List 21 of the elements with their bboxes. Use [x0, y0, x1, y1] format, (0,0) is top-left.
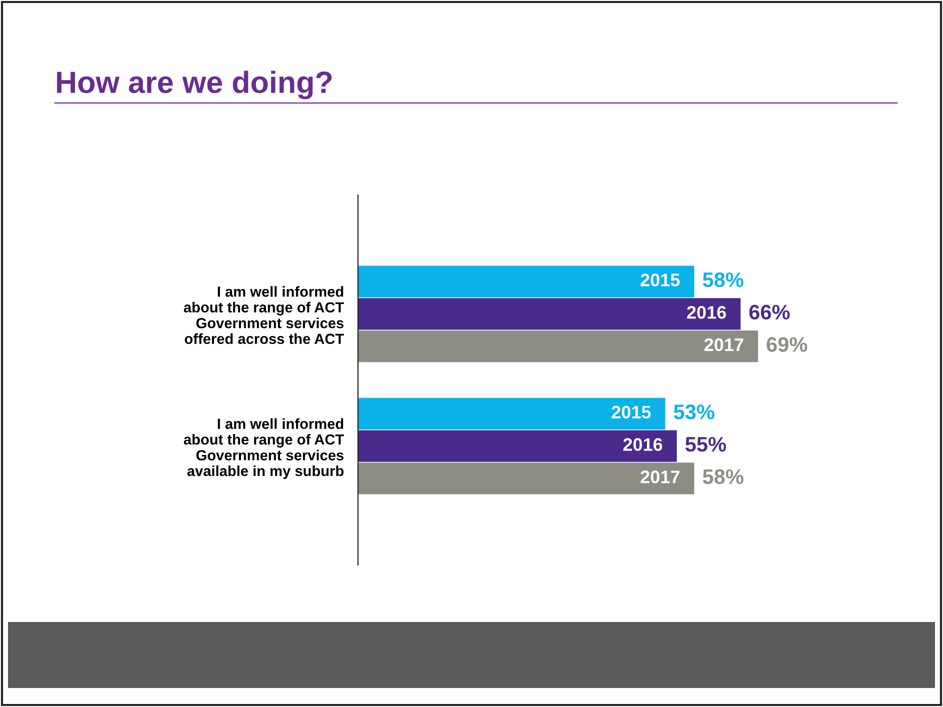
- series-label: 2015: [640, 274, 680, 286]
- y-tick-label: I am well informed about the range of ACT Government services offered across the ACT: [184, 286, 344, 344]
- series-label: 2016: [687, 306, 726, 319]
- data-label: 55%: [685, 436, 726, 452]
- data-label: 69%: [766, 337, 808, 352]
- text: 2015: [612, 406, 651, 419]
- data-label: 58%: [702, 272, 744, 288]
- bar: [358, 266, 694, 298]
- bar: [358, 330, 758, 362]
- series-label: 2017: [704, 338, 744, 352]
- bar: [358, 398, 666, 430]
- text: 2016: [623, 438, 662, 451]
- bar: [358, 298, 741, 330]
- y-tick-label: I am well informed about the range of ACT Government services available in my suburb: [184, 418, 344, 480]
- chart-title: How are we doing?: [57, 70, 332, 100]
- data-label: 53%: [674, 404, 714, 420]
- bar: [358, 462, 694, 494]
- text: 2017: [640, 470, 680, 484]
- data-label: 58%: [702, 469, 744, 484]
- data-label: 66%: [749, 304, 790, 320]
- bar: [358, 430, 677, 462]
